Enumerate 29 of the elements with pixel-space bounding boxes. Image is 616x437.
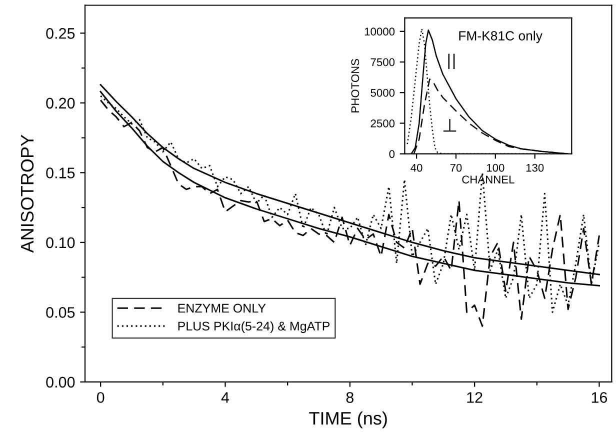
y-tick-label: 5000 (370, 88, 395, 97)
annotation: || (448, 54, 455, 70)
y-tick-label: 0 (389, 150, 395, 158)
x-axis-title: CHANNEL (462, 176, 514, 184)
y-tick-label: 0.25 (46, 28, 75, 39)
annotation: FM-K81C only (459, 30, 542, 44)
x-tick-label: 100 (486, 164, 504, 172)
x-tick-label: 70 (450, 164, 462, 172)
x-tick-label: 16 (592, 392, 608, 403)
x-tick-label: 0 (96, 392, 104, 403)
x-tick-label: 4 (221, 392, 230, 403)
y-tick-label: 7500 (370, 58, 395, 66)
y-tick-label: 0.15 (46, 168, 75, 178)
x-tick-label: 40 (410, 164, 422, 172)
annotation: ⊥ (443, 118, 456, 132)
y-tick-label: 0.00 (46, 376, 75, 388)
y-axis-title: ANISOTROPY (20, 134, 34, 253)
y-tick-label: 0.05 (46, 307, 75, 318)
legend-label: PLUS PKIα(5-24) & MgATP (178, 321, 330, 334)
x-tick-label: 8 (346, 392, 354, 403)
y-tick-label: 0.10 (46, 237, 75, 248)
y-tick-label: 10000 (364, 28, 395, 36)
y-tick-label: 0.20 (46, 98, 75, 109)
x-axis-title: TIME (ns) (309, 411, 387, 428)
x-tick-label: 12 (467, 392, 482, 403)
x-tick-label: 130 (526, 164, 544, 172)
y-axis-title: PHOTONS (351, 59, 360, 112)
y-tick-label: 2500 (370, 119, 395, 128)
legend-label: ENZYME ONLY (178, 304, 266, 313)
